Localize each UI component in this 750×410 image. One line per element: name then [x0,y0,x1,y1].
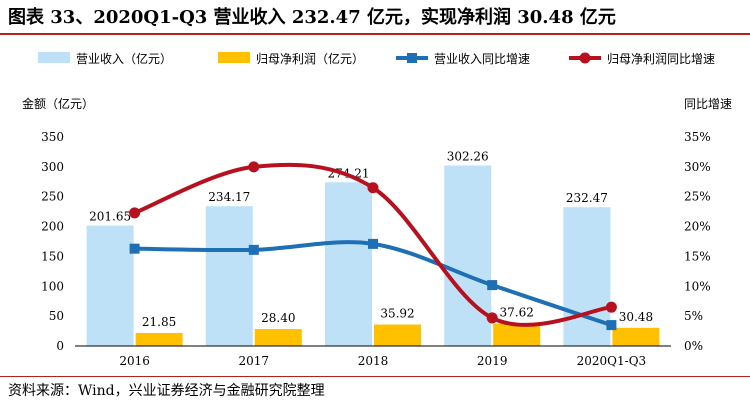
y-tick-label: 250 [41,190,64,204]
y2-tick-label: 15% [684,249,711,263]
profit-bar [254,329,302,346]
legend-profit-swatch [218,52,250,63]
y2-tick-label: 20% [684,220,711,234]
x-tick-label: 2018 [358,354,389,368]
right-axis-ticks: 0% 5% 10% 15% 20% 25% 30% 35% [684,130,711,353]
combo-chart: 营业收入（亿元） 归母净利润（亿元） 营业收入同比增速 归母净利润同比增速 金额（亿元… [22,51,732,368]
revenue-value-label: 232.47 [566,191,608,205]
revenue-growth-marker [368,238,378,249]
y-tick-label: 200 [41,220,64,234]
left-axis-ticks: 0 50 100 150 200 250 300 350 [41,130,64,353]
legend-label: 归母净利润（亿元） [256,51,364,66]
profit-growth-marker [605,301,617,313]
y-tick-label: 50 [49,309,64,323]
profit-bar [612,327,660,346]
x-tick-label: 2019 [477,354,508,368]
title-rule [0,33,750,35]
x-tick-label: 2017 [239,354,270,368]
right-axis-title: 同比增速 [684,97,732,111]
y2-tick-label: 35% [684,130,711,144]
profit-growth-marker [248,161,260,173]
left-axis-title: 金额（亿元） [22,96,94,111]
profit-value-label: 28.40 [261,311,295,325]
source-rule [0,376,750,377]
revenue-value-label: 234.17 [208,190,250,204]
legend: 营业收入（亿元） 归母净利润（亿元） 营业收入同比增速 归母净利润同比增速 [38,51,715,66]
y2-tick-label: 30% [684,160,711,174]
y-tick-label: 0 [56,339,64,353]
revenue-growth-marker [129,243,140,254]
revenue-bar [86,225,134,346]
y2-tick-label: 25% [684,190,711,204]
revenue-bar [205,206,253,346]
legend-profit-growth-marker [579,52,591,64]
profit-growth-marker [129,207,141,219]
x-axis-labels: 2016 2017 2018 2019 2020Q1-Q3 [119,354,646,368]
bars [86,165,660,346]
growth-lines [129,161,617,331]
revenue-value-label: 201.65 [89,210,131,224]
legend-label: 营业收入（亿元） [76,51,172,66]
profit-bar [374,324,421,346]
profit-growth-marker [486,312,498,324]
profit-value-label: 37.62 [500,306,534,320]
revenue-bar [444,165,492,346]
y2-tick-label: 0% [684,339,703,353]
legend-label: 归母净利润同比增速 [607,52,715,66]
revenue-growth-marker [606,320,617,331]
x-tick-label: 2020Q1-Q3 [577,354,647,368]
revenue-bar [325,182,372,346]
profit-value-label: 21.85 [142,315,176,329]
legend-revenue-swatch [38,52,70,63]
profit-bar [135,332,183,346]
y-tick-label: 350 [41,130,64,144]
profit-value-label: 30.48 [619,310,653,324]
profit-growth-marker [367,182,379,194]
chart-title: 图表 33、2020Q1-Q3 营业收入 232.47 亿元，实现净利润 30.… [8,7,616,28]
revenue-growth-marker [248,244,259,255]
y-tick-label: 100 [41,279,64,293]
revenue-growth-marker [487,280,498,291]
y2-tick-label: 5% [684,309,703,323]
x-tick-label: 2016 [119,354,150,368]
legend-label: 营业收入同比增速 [434,52,530,66]
source-note: 资料来源：Wind，兴业证券经济与金融研究院整理 [8,383,325,399]
y2-tick-label: 10% [684,279,711,293]
y-tick-label: 300 [41,160,64,174]
profit-bar [493,323,541,346]
bar-labels: 201.6521.85234.1728.40274.2135.92302.263… [89,150,653,329]
profit-value-label: 35.92 [380,307,414,321]
y-tick-label: 150 [41,249,64,263]
legend-revenue-growth-marker [407,53,417,63]
revenue-bar [563,207,611,346]
revenue-value-label: 302.26 [447,150,489,164]
